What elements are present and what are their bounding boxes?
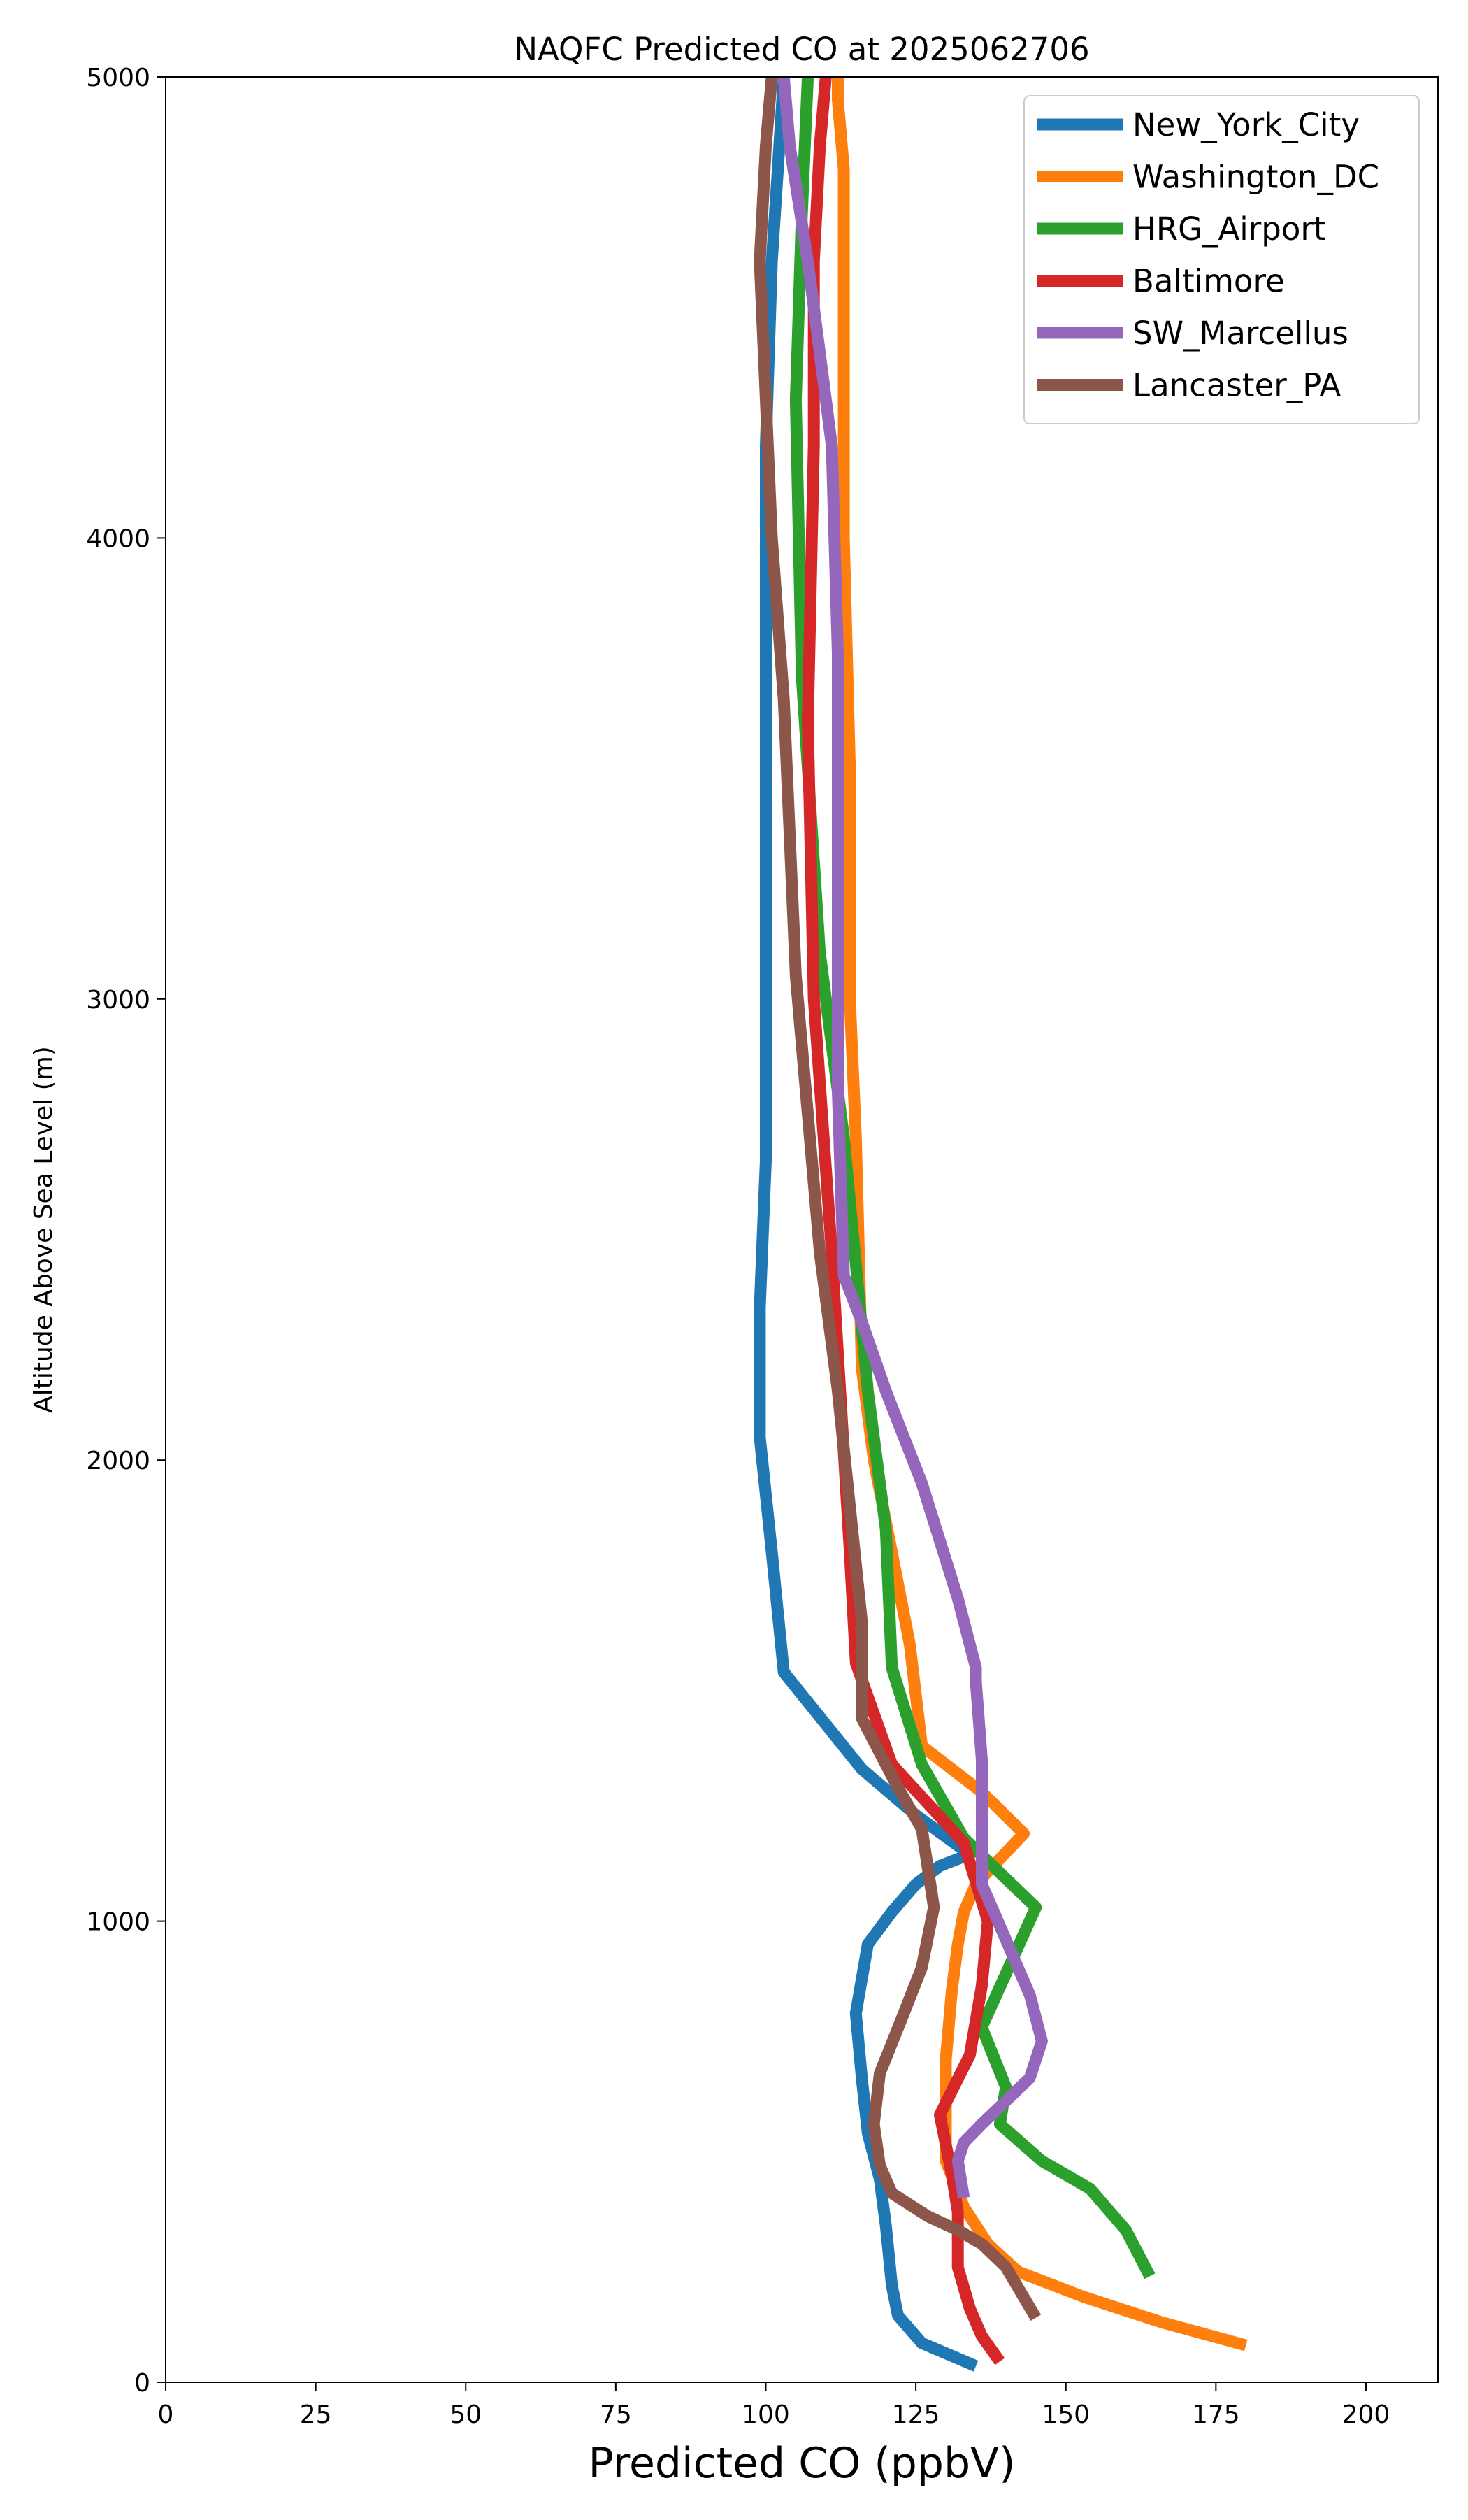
plot-lines [754, 77, 1248, 2372]
y-tick-label: 0 [134, 2369, 150, 2398]
y-axis-label: Altitude Above Sea Level (m) [29, 1046, 58, 1413]
x-tick-label: 175 [1192, 2400, 1240, 2429]
legend-label: HRG_Airport [1132, 210, 1326, 248]
legend-label: Baltimore [1132, 263, 1285, 300]
y-tick-label: 3000 [86, 986, 150, 1015]
y-axis-ticks: 0 1000 2000 3000 4000 5000 [86, 64, 166, 2398]
x-axis-ticks: 0 25 50 75 100 125 150 175 200 [158, 2382, 1390, 2429]
x-tick-label: 125 [892, 2400, 940, 2429]
plot-frame [165, 76, 1439, 2383]
series-line-3 [802, 77, 1005, 2365]
series-line-1 [832, 77, 1248, 2351]
chart-title: NAQFC Predicted CO at 2025062706 [514, 31, 1089, 68]
y-tick-label: 1000 [86, 1908, 150, 1937]
x-tick-label: 100 [742, 2400, 790, 2429]
x-tick-label: 0 [158, 2400, 174, 2429]
x-tick-label: 50 [449, 2400, 482, 2429]
x-tick-label: 75 [600, 2400, 632, 2429]
legend-label: New_York_City [1132, 106, 1360, 143]
series-line-5 [754, 77, 1042, 2321]
y-tick-label: 4000 [86, 524, 150, 553]
x-tick-label: 150 [1042, 2400, 1090, 2429]
y-tick-label: 2000 [86, 1447, 150, 1475]
legend: New_York_City Washington_DC HRG_Airport Bal… [1023, 95, 1420, 424]
series-line-0 [754, 77, 979, 2372]
series-line-4 [777, 77, 1048, 2199]
legend-label: SW_Marcellus [1132, 315, 1348, 352]
legend-label: Lancaster_PA [1132, 367, 1341, 404]
legend-label: Washington_DC [1132, 159, 1379, 196]
x-tick-label: 200 [1342, 2400, 1390, 2429]
x-tick-label: 25 [300, 2400, 332, 2429]
x-axis-label: Predicted CO (ppbV) [588, 2439, 1015, 2488]
y-tick-label: 5000 [86, 64, 150, 92]
